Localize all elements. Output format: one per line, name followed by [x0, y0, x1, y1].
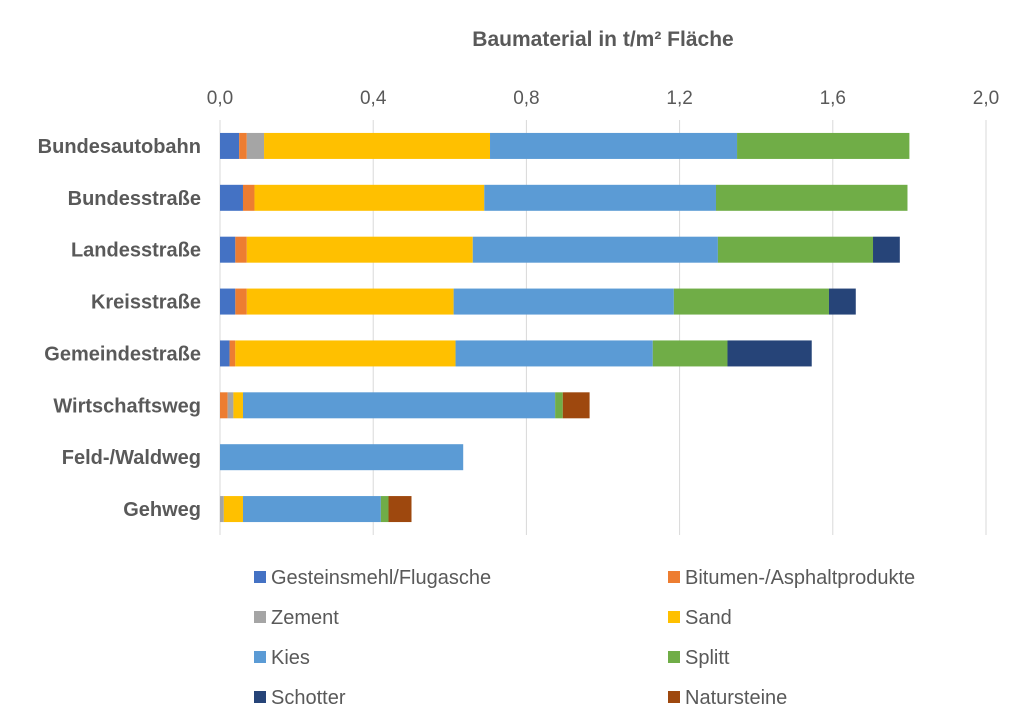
bar-segment [246, 236, 473, 263]
bar-segment [227, 392, 234, 419]
bar-segment [484, 184, 716, 211]
bar-segment [562, 392, 590, 419]
bar-segment [220, 132, 240, 159]
x-axis-ticks: 0,0 0,4 0,8 1,2 1,6 2,0 [207, 88, 999, 109]
legend-entry: Zement [271, 607, 339, 629]
category-labels: Bundesautobahn Bundesstraße Landesstraße Kr… [38, 136, 201, 521]
category-label: Wirtschaftsweg [53, 395, 201, 417]
bar-segment [246, 132, 265, 159]
bar-segment [737, 132, 910, 159]
bar-segment [233, 392, 243, 419]
x-tick-label: 0,0 [207, 88, 233, 109]
gridlines [219, 120, 987, 535]
bar-segment [239, 132, 247, 159]
chart-title: Baumaterial in t/m² Fläche [472, 28, 733, 51]
bars [220, 132, 910, 523]
bar-segment [223, 496, 243, 523]
bar-segment [490, 132, 738, 159]
bar-segment [727, 340, 812, 367]
legend-swatch [668, 611, 680, 623]
legend-swatch [254, 651, 266, 663]
legend-entry: Splitt [685, 647, 730, 669]
category-label: Landesstraße [71, 240, 201, 262]
bar-segment [229, 340, 236, 367]
bar-segment [220, 184, 243, 211]
x-tick-label: 1,6 [820, 88, 846, 109]
legend-entry: Sand [685, 607, 732, 629]
bar-segment [235, 236, 247, 263]
x-tick-label: 0,4 [360, 88, 387, 109]
bar-segment [220, 340, 230, 367]
bar-segment [828, 288, 856, 315]
x-tick-label: 1,2 [666, 88, 692, 109]
bar-segment [652, 340, 728, 367]
bar-segment [220, 496, 224, 523]
x-tick-label: 0,8 [513, 88, 539, 109]
bar-segment [242, 184, 255, 211]
bar-segment [220, 288, 236, 315]
bar-segment [717, 236, 874, 263]
bar-segment [715, 184, 908, 211]
bar-segment [220, 236, 236, 263]
bar-segment [380, 496, 389, 523]
legend-entry: Schotter [271, 687, 346, 709]
legend-entry: Natursteine [685, 687, 787, 709]
bar-segment [246, 288, 454, 315]
legend-entry: Gesteinsmehl/Flugasche [271, 567, 491, 589]
bar-segment [235, 288, 247, 315]
x-tick-label: 2,0 [973, 88, 999, 109]
bar-segment [673, 288, 829, 315]
legend-swatch [254, 571, 266, 583]
category-label: Gehweg [123, 499, 201, 521]
bar-segment [242, 496, 381, 523]
bar-segment [242, 392, 556, 419]
bar-segment [873, 236, 900, 263]
legend-entry: Kies [271, 647, 310, 669]
legend-entry: Bitumen-/Asphaltprodukte [685, 567, 915, 589]
legend: Gesteinsmehl/Flugasche Bitumen-/Asphaltpr… [254, 567, 915, 709]
legend-swatch [254, 691, 266, 703]
bar-segment [235, 340, 456, 367]
bar-segment [555, 392, 563, 419]
category-label: Bundesautobahn [38, 136, 201, 158]
legend-swatch [668, 571, 680, 583]
bar-segment [472, 236, 718, 263]
category-label: Kreisstraße [91, 292, 201, 314]
bar-segment [455, 340, 653, 367]
bar-segment [388, 496, 412, 523]
legend-swatch [668, 651, 680, 663]
category-label: Gemeindestraße [44, 343, 201, 365]
bar-segment [264, 132, 491, 159]
legend-swatch [254, 611, 266, 623]
category-label: Bundesstraße [68, 188, 201, 210]
bar-segment [220, 392, 228, 419]
category-label: Feld-/Waldweg [62, 447, 201, 469]
legend-swatch [668, 691, 680, 703]
bar-segment [254, 184, 485, 211]
bar-segment [453, 288, 674, 315]
bar-segment [220, 444, 464, 471]
